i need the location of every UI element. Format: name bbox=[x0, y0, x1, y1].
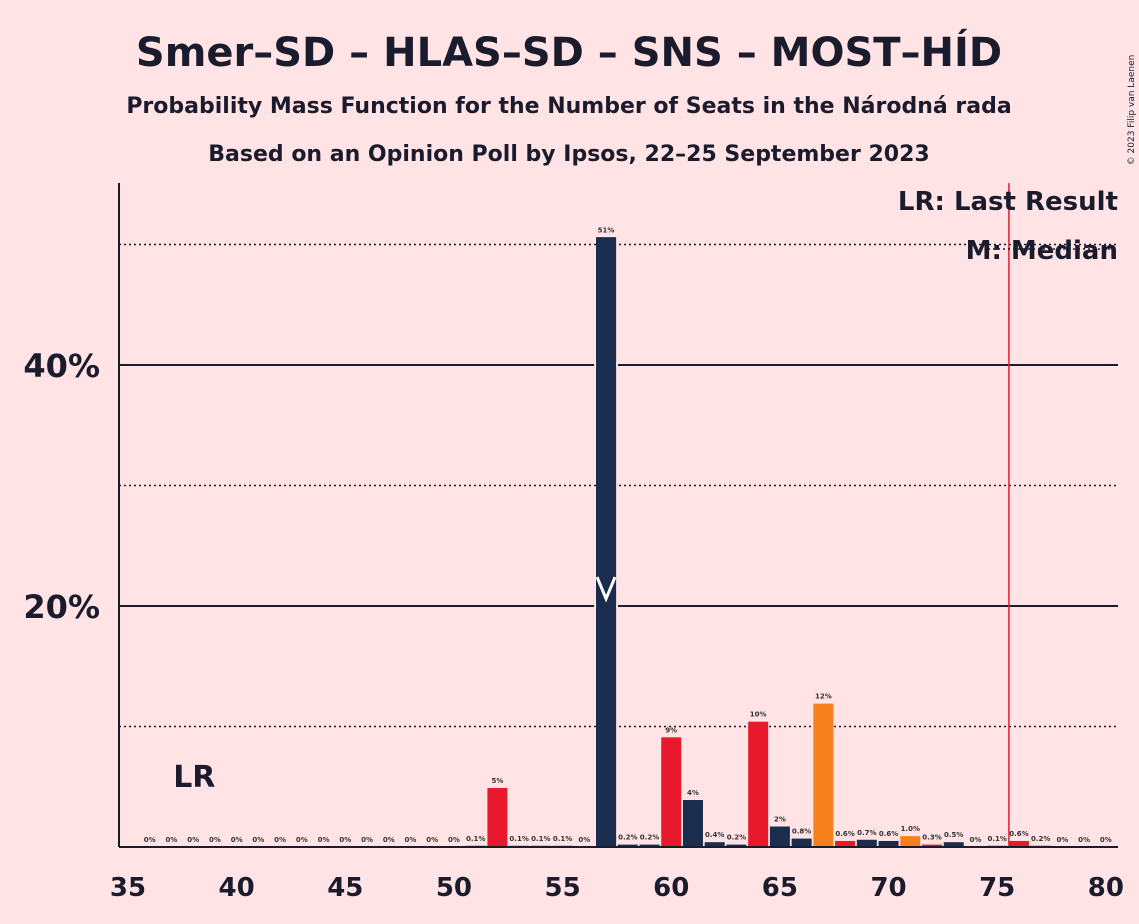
y-tick-label: 20% bbox=[23, 588, 100, 626]
bar-value-label: 0.6% bbox=[1009, 830, 1028, 838]
bar-value-label: 0.7% bbox=[857, 829, 876, 837]
bar-value-label: 0% bbox=[383, 836, 395, 844]
bar-value-label: 0% bbox=[144, 836, 156, 844]
x-tick-label: 75 bbox=[979, 873, 1015, 903]
bar-value-label: 0% bbox=[1078, 836, 1090, 844]
bar-seat-72 bbox=[922, 844, 943, 847]
y-tick-label: 40% bbox=[23, 347, 100, 385]
bar-seat-66 bbox=[791, 838, 812, 847]
bar-value-label: 0% bbox=[405, 836, 417, 844]
x-tick-label: 70 bbox=[870, 873, 906, 903]
bar-value-label: 0.4% bbox=[705, 831, 724, 839]
bar-value-label: 10% bbox=[750, 711, 767, 719]
bar-value-label: 0% bbox=[187, 836, 199, 844]
bar-seat-59 bbox=[639, 844, 660, 847]
bar-seat-70 bbox=[878, 840, 899, 847]
bar-seat-61 bbox=[682, 800, 703, 847]
bar-seat-52 bbox=[487, 787, 508, 847]
bar-value-label: 0% bbox=[426, 836, 438, 844]
bar-value-label: 0% bbox=[274, 836, 286, 844]
chart-subtitle-poll: Based on an Opinion Poll by Ipsos, 22–25… bbox=[208, 142, 929, 167]
bar-value-label: 1.0% bbox=[901, 825, 920, 833]
bar-seat-58 bbox=[617, 844, 638, 847]
bar-seat-71 bbox=[900, 836, 921, 847]
bar-value-label: 51% bbox=[598, 226, 615, 234]
chart-subtitle: Probability Mass Function for the Number… bbox=[126, 94, 1011, 119]
bar-value-label: 5% bbox=[491, 777, 503, 785]
bar-value-label: 0.1% bbox=[466, 835, 485, 843]
bar-value-label: 0.2% bbox=[618, 834, 637, 842]
bar-value-label: 0.2% bbox=[640, 834, 659, 842]
bar-value-label: 0% bbox=[361, 836, 373, 844]
bar-value-label: 2% bbox=[774, 816, 786, 824]
median-marker bbox=[595, 576, 617, 603]
bar-value-label: 0.5% bbox=[944, 831, 963, 839]
bar-value-label: 0% bbox=[209, 836, 221, 844]
x-tick-label: 65 bbox=[762, 873, 798, 903]
bar-value-label: 12% bbox=[815, 693, 832, 701]
bar-value-label: 0.6% bbox=[835, 830, 854, 838]
bar-labels: 0% 0% 0% 0% 0% 0% 0% 0% 0% 0% 0% 0% 0% 0% 0% 0.1% 5% 0.1%… bbox=[144, 226, 1112, 844]
bar-value-label: 0.1% bbox=[553, 835, 572, 843]
bar-value-label: 0% bbox=[448, 836, 460, 844]
bar-value-label: 0.8% bbox=[792, 828, 811, 836]
bar-value-label: 0% bbox=[296, 836, 308, 844]
bar-seat-67 bbox=[813, 703, 834, 847]
legend-last-result: LR: Last Result bbox=[898, 187, 1118, 217]
x-tick-label: 55 bbox=[545, 873, 581, 903]
copyright-text: © 2023 Filip van Laenen bbox=[1127, 55, 1137, 166]
bar-seat-60 bbox=[661, 737, 682, 847]
x-tick-label: 40 bbox=[219, 873, 255, 903]
gridlines bbox=[119, 243, 1118, 728]
bar-value-label: 0% bbox=[339, 836, 351, 844]
bar-value-label: 0% bbox=[1056, 836, 1068, 844]
bar-seat-62 bbox=[704, 842, 725, 847]
bar-value-label: 4% bbox=[687, 789, 699, 797]
x-tick-label: 50 bbox=[436, 873, 472, 903]
bar-seat-68 bbox=[835, 840, 856, 847]
bar-value-label: 0.2% bbox=[1031, 835, 1050, 843]
x-tick-label: 45 bbox=[327, 873, 363, 903]
bar-value-label: 9% bbox=[665, 726, 677, 734]
bar-value-label: 0.2% bbox=[727, 834, 746, 842]
last-result-label: LR bbox=[173, 760, 215, 795]
chart-title: Smer–SD – HLAS–SD – SNS – MOST–HÍD bbox=[136, 28, 1002, 76]
bar-seat-69 bbox=[856, 839, 877, 847]
bar-value-label: 0% bbox=[318, 836, 330, 844]
axes: 20% 40% 35 40 45 50 55 60 65 70 75 80 bbox=[23, 183, 1124, 903]
bar-value-label: 0% bbox=[166, 836, 178, 844]
bar-value-label: 0.1% bbox=[509, 835, 528, 843]
bars bbox=[465, 183, 1051, 847]
bar-value-label: 0% bbox=[231, 836, 243, 844]
x-tick-label: 60 bbox=[653, 873, 689, 903]
bar-seat-76 bbox=[1008, 840, 1029, 847]
x-tick-label: 35 bbox=[110, 873, 146, 903]
bar-value-label: 0% bbox=[1100, 836, 1112, 844]
bar-value-label: 0.3% bbox=[922, 834, 941, 842]
bar-seat-63 bbox=[726, 844, 747, 847]
bar-value-label: 0% bbox=[970, 836, 982, 844]
bar-seat-64 bbox=[748, 721, 769, 847]
bar-seat-73 bbox=[943, 842, 964, 847]
bar-value-label: 0% bbox=[578, 836, 590, 844]
median-bar bbox=[596, 237, 617, 847]
x-tick-label: 80 bbox=[1088, 873, 1124, 903]
bar-seat-65 bbox=[769, 826, 790, 847]
bar-value-label: 0.1% bbox=[531, 835, 550, 843]
bar-value-label: 0% bbox=[252, 836, 264, 844]
bar-value-label: 0.6% bbox=[879, 830, 898, 838]
legend-median: M: Median bbox=[966, 236, 1118, 266]
bar-value-label: 0.1% bbox=[987, 835, 1006, 843]
